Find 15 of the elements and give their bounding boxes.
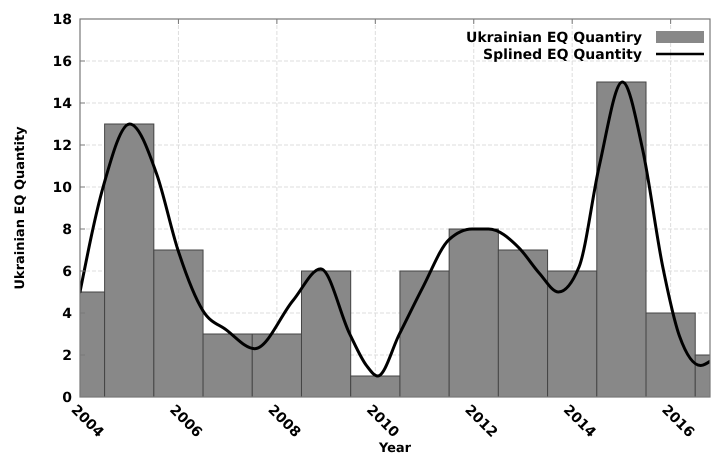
- x-axis-title: Year: [378, 441, 412, 454]
- legend-label: Splined EQ Quantity: [483, 46, 642, 63]
- y-tick-label: 4: [62, 306, 72, 322]
- line-series: [80, 80, 710, 378]
- legend-label: Ukrainian EQ Quantiry: [466, 30, 642, 46]
- y-tick-label: 6: [62, 264, 72, 280]
- y-tick-label: 0: [62, 390, 72, 406]
- y-tick-label: 18: [52, 12, 72, 28]
- y-tick-label: 16: [52, 54, 72, 70]
- y-tick-label: 8: [62, 222, 72, 238]
- y-tick-label: 14: [52, 96, 72, 112]
- y-axis-title: Ukrainian EQ Quantity: [13, 126, 28, 290]
- y-tick-label: 10: [52, 180, 72, 196]
- y-tick-label: 12: [52, 138, 72, 154]
- y-tick-label: 2: [62, 348, 72, 364]
